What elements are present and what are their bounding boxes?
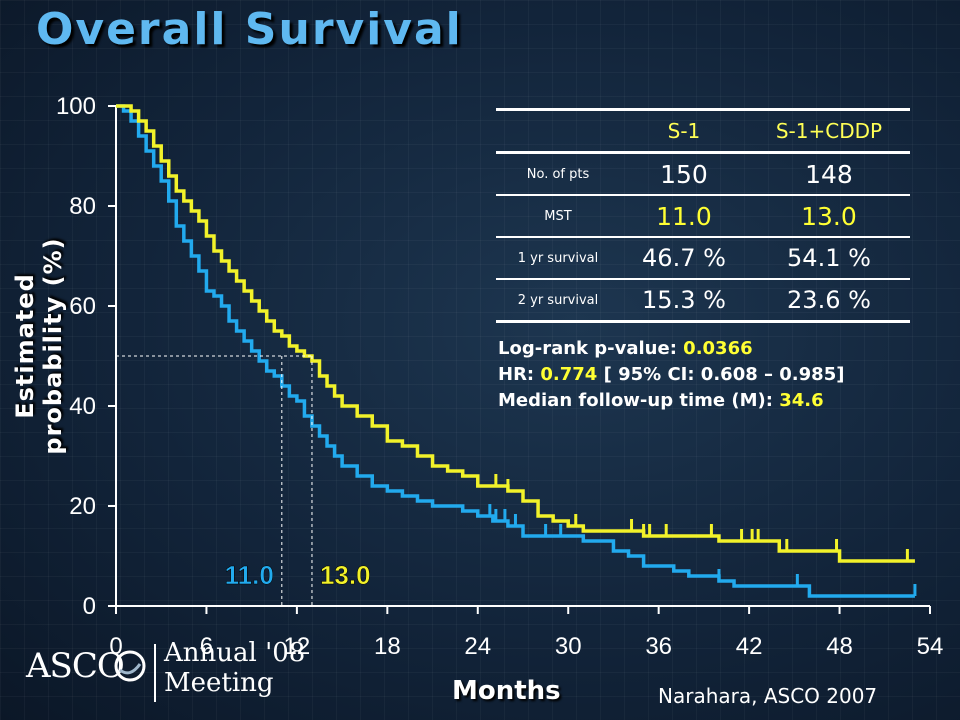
y-tick-label: 60: [69, 293, 96, 320]
logo-divider: [154, 644, 156, 702]
hr-label: HR:: [498, 364, 541, 385]
page-title: Overall Survival: [36, 4, 463, 55]
median-label: 13.0: [320, 560, 371, 590]
stats-row-label: 1 yr survival: [496, 237, 620, 280]
asco-logo: ASCO Annual '08 Meeting: [26, 638, 306, 710]
hr-value: 0.774: [540, 364, 598, 385]
stats-value: 23.6 %: [747, 279, 910, 323]
followup-line: Median follow-up time (M): 34.6: [498, 388, 844, 414]
x-tick-label: 42: [736, 633, 763, 660]
stats-notes: Log-rank p-value: 0.0366 HR: 0.774 [ 95%…: [498, 336, 844, 414]
stats-row-mst: MST 11.0 13.0: [496, 195, 910, 238]
stats-value: 13.0: [747, 195, 910, 238]
followup-value: 34.6: [779, 390, 824, 411]
y-axis-label: Estimated probability (%): [11, 237, 67, 455]
x-tick-label: 36: [645, 633, 672, 660]
stats-row-label: MST: [496, 195, 620, 238]
stats-header-row: S-1 S-1+CDDP: [496, 108, 910, 154]
stats-value: 54.1 %: [747, 237, 910, 280]
y-tick-label: 80: [69, 193, 96, 220]
y-tick-label: 100: [56, 93, 96, 120]
stats-row-2yr: 2 yr survival 15.3 % 23.6 %: [496, 279, 910, 323]
series-line-s1-cddp: [116, 104, 915, 563]
stats-value: 46.7 %: [620, 237, 748, 280]
x-tick-label: 18: [374, 633, 401, 660]
stats-row-label: No. of pts: [496, 152, 620, 196]
x-tick-label: 6: [200, 633, 213, 660]
series-line-s1: [116, 104, 915, 598]
asco-wordmark: ASCO: [26, 646, 125, 686]
stats-row-1yr: 1 yr survival 46.7 % 54.1 %: [496, 237, 910, 280]
stats-row-label: 2 yr survival: [496, 279, 620, 323]
logrank-label: Log-rank p-value:: [498, 338, 684, 359]
hr-ci: [ 95% CI: 0.608 – 0.985]: [597, 364, 845, 385]
stats-value: 150: [620, 152, 748, 196]
stats-header-s1: S-1: [620, 108, 748, 154]
stats-value: 15.3 %: [620, 279, 748, 323]
stats-value: 11.0: [620, 195, 748, 238]
stats-value: 148: [747, 152, 910, 196]
stats-header-s1-cddp: S-1+CDDP: [747, 108, 910, 154]
logo-meeting: Meeting: [164, 668, 274, 698]
x-tick-label: 30: [555, 633, 582, 660]
x-tick-label: 24: [464, 633, 491, 660]
median-label: 11.0: [225, 560, 274, 590]
asco-swirl-icon: [114, 650, 146, 682]
stats-table: S-1 S-1+CDDP No. of pts 150 148 MST 11.0…: [496, 108, 910, 323]
followup-label: Median follow-up time (M):: [498, 390, 780, 411]
median-layer: 11.0 13.0: [116, 355, 371, 606]
x-tick-label: 48: [826, 633, 853, 660]
logo-meeting-year: Annual '08: [164, 638, 306, 668]
x-tick-label: 0: [109, 633, 122, 660]
stats-row-pts: No. of pts 150 148: [496, 152, 910, 196]
hr-line: HR: 0.774 [ 95% CI: 0.608 – 0.985]: [498, 362, 844, 388]
x-tick-label: 54: [917, 633, 944, 660]
tick-labels: 0 20 40 60 80 100 0 6 12 18 24 30 36 42 48 54: [56, 93, 943, 660]
y-tick-label: 0: [83, 593, 96, 620]
series-layer: [116, 104, 917, 598]
citation: Narahara, ASCO 2007: [658, 684, 878, 708]
logrank-line: Log-rank p-value: 0.0366: [498, 336, 844, 362]
x-tick-label: 12: [284, 633, 311, 660]
y-tick-label: 40: [69, 393, 96, 420]
x-axis-label: Months: [452, 676, 561, 706]
stats-header-empty: [496, 108, 620, 154]
logrank-value: 0.0366: [683, 338, 753, 359]
y-tick-label: 20: [69, 493, 96, 520]
